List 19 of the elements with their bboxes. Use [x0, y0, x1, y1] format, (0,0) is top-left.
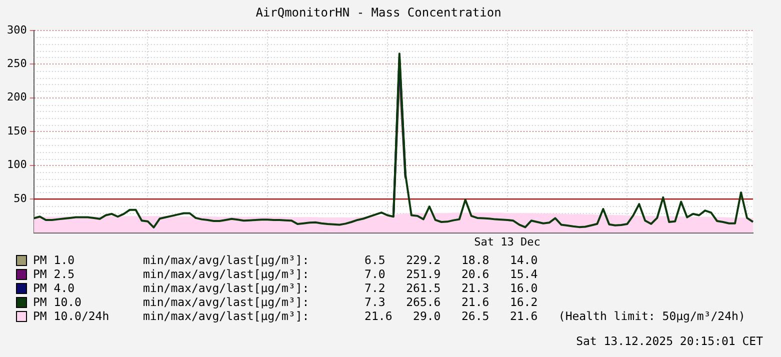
- text: Sat 13.12.2025 20:15:01 CET: [576, 334, 763, 348]
- x-tick-label: Sat 13 Dec: [474, 235, 540, 248]
- chart-title: AirQmonitorHN - Mass Concentration: [256, 5, 502, 20]
- y-tick-label: 200: [6, 90, 27, 104]
- y-tick-label: 50: [14, 192, 27, 205]
- text: min/max/avg/last[µg/m³]: 6.5 229.2 18.8 14.0: [143, 253, 538, 267]
- legend-label: PM 2.5: [33, 267, 76, 281]
- y-tick-label: 300: [6, 23, 27, 36]
- text: min/max/avg/last[µg/m³]: 21.6 29.0 26.5 21.6 (Health limit: 50µg/m³/24h): [143, 309, 746, 323]
- legend-label: PM 10.0: [33, 295, 82, 309]
- text: min/max/avg/last[µg/m³]: 7.0 251.9 20.6 15.4: [143, 267, 538, 281]
- text: min/max/avg/last[µg/m³]: 7.2 261.5 21.3 16.0: [143, 281, 538, 295]
- y-tick-label: 250: [6, 56, 27, 70]
- legend-label: PM 4.0: [33, 281, 76, 295]
- legend-label: PM 10.0/24h: [33, 309, 110, 323]
- y-tick-label: 100: [6, 158, 27, 172]
- text: min/max/avg/last[µg/m³]: 7.3 265.6 21.6 16.2: [143, 295, 538, 309]
- legend-label: PM 1.0: [33, 253, 76, 267]
- y-tick-label: 150: [6, 124, 27, 138]
